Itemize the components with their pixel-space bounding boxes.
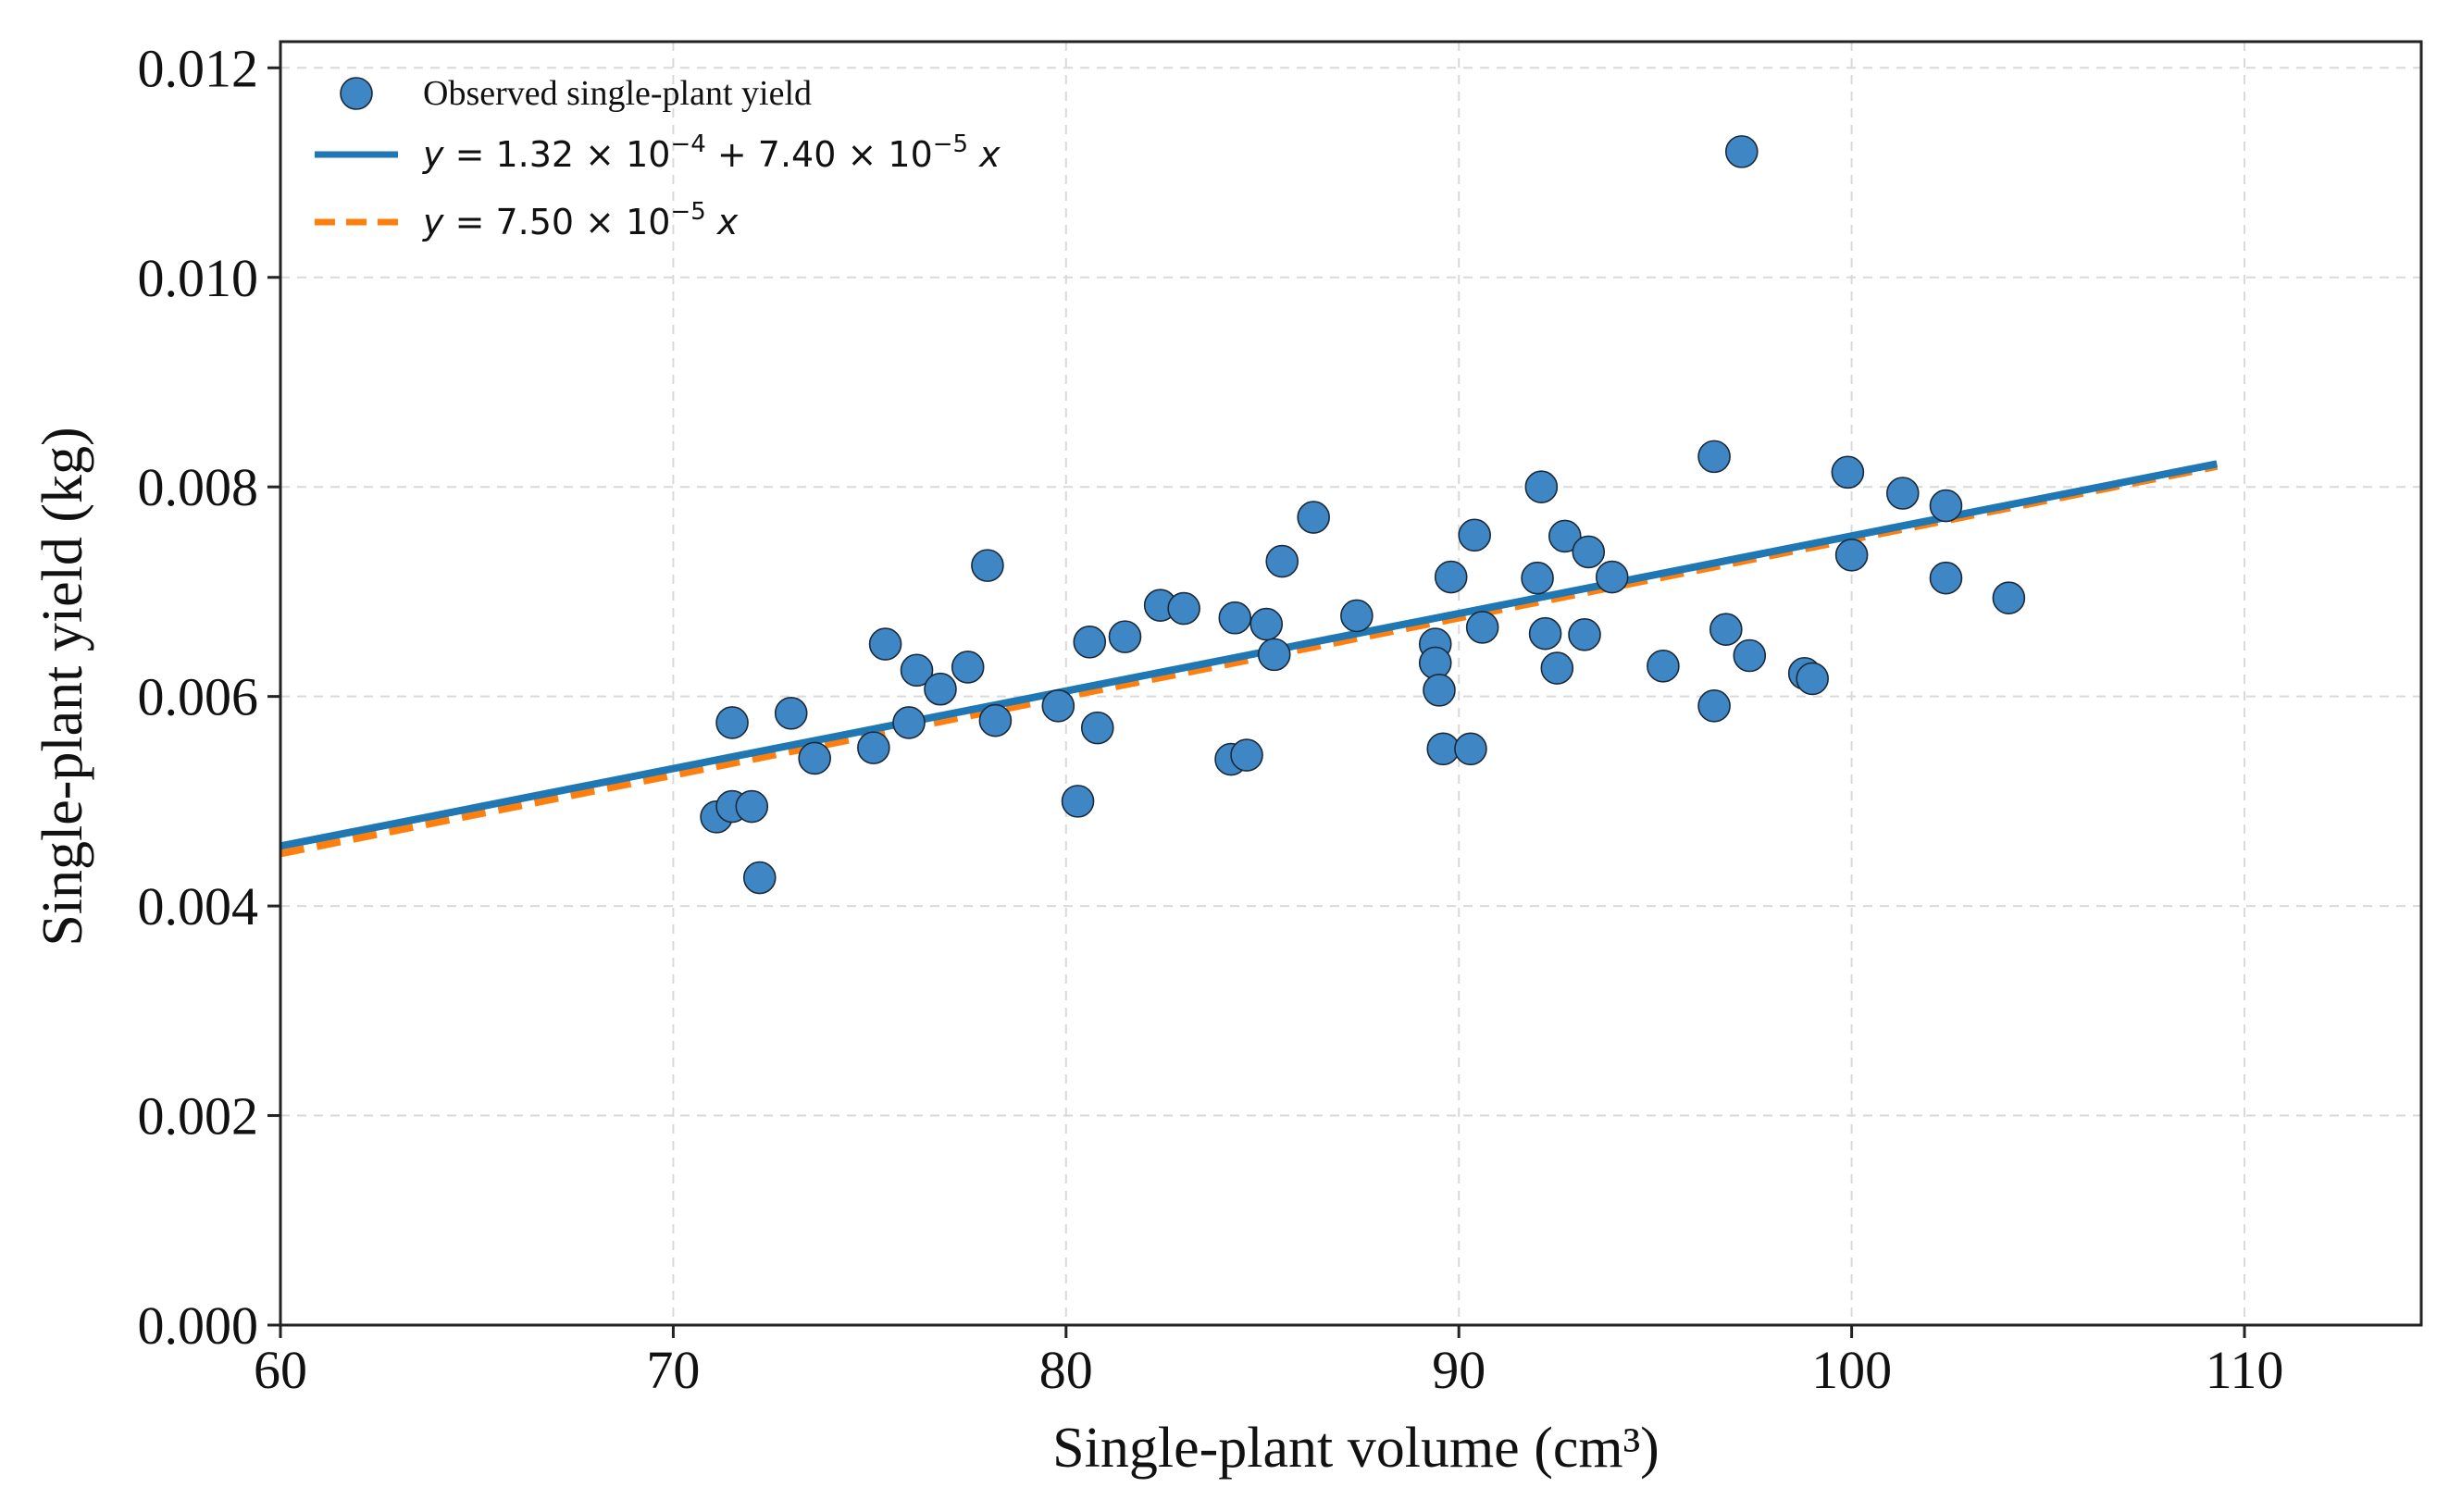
data-point-48 [1697, 689, 1731, 723]
x-axis-title: Single-plant volume (cm³) [1052, 1417, 1660, 1480]
data-point-3 [735, 789, 769, 824]
data-point-47 [1697, 440, 1731, 474]
data-point-9 [892, 706, 926, 739]
data-point-25 [1249, 607, 1284, 641]
y-tick-label-4: 0.008 [138, 457, 259, 517]
data-point-44 [1572, 535, 1606, 569]
data-point-6 [798, 741, 831, 775]
legend-fit-exp-a: −4 [670, 130, 705, 158]
data-point-18 [1080, 711, 1114, 745]
y-tick-label-0: 0.000 [138, 1295, 259, 1356]
legend-marker-observed [340, 77, 373, 110]
data-point-10 [900, 653, 934, 688]
legend-fit-var-x: x [968, 134, 1001, 175]
data-point-43 [1568, 618, 1601, 651]
legend-label-observed: Observed single-plant yield [423, 74, 812, 113]
data-point-40 [1528, 616, 1562, 651]
data-point-7 [857, 731, 890, 764]
y-axis-ticks: 0.000 0.002 0.004 0.006 0.008 0.010 0.012 [138, 38, 280, 1356]
data-point-54 [1831, 455, 1865, 490]
data-point-19 [1108, 620, 1142, 653]
data-point-21 [1167, 591, 1200, 626]
x-tick-label-110: 110 [2206, 1340, 2284, 1400]
data-point-41 [1540, 651, 1574, 685]
fit-lines [280, 460, 2219, 858]
data-point-39 [1524, 470, 1559, 504]
data-point-27 [1265, 544, 1299, 578]
legend-fit-part-a: = 1.32 × 10 [444, 134, 671, 175]
legend-label-fit-line: y = 1.32 × 10−4 + 7.40 × 10−5 x [422, 130, 1001, 175]
data-point-34 [1434, 560, 1468, 594]
x-tick-label-90: 90 [1432, 1340, 1486, 1400]
data-point-46 [1647, 650, 1680, 683]
data-point-37 [1465, 611, 1499, 644]
data-point-11 [924, 672, 957, 706]
data-point-5 [774, 696, 808, 730]
data-point-51 [1733, 638, 1767, 673]
x-axis-ticks: 60 70 80 90 100 110 [254, 1325, 2283, 1400]
data-point-50 [1724, 135, 1759, 168]
legend: Observed single-plant yield y = 1.32 × 1… [315, 74, 1001, 242]
legend-origin-part-a: = 7.50 × 10 [444, 202, 671, 242]
data-point-29 [1340, 599, 1374, 633]
data-point-2 [715, 706, 749, 739]
y-tick-label-5: 0.010 [138, 248, 259, 308]
data-point-16 [1061, 785, 1095, 818]
data-point-33 [1426, 732, 1461, 766]
legend-origin-exp-a: −5 [670, 198, 705, 226]
data-point-17 [1073, 625, 1107, 659]
x-tick-label-80: 80 [1039, 1340, 1093, 1400]
data-point-14 [978, 703, 1013, 737]
legend-origin-var-x: x [706, 202, 739, 242]
data-point-28 [1297, 501, 1330, 534]
data-point-4 [742, 861, 777, 895]
data-point-59 [1992, 581, 2026, 615]
data-point-32 [1423, 674, 1456, 707]
data-point-45 [1595, 560, 1629, 594]
plot-frame [279, 40, 2423, 1327]
data-point-38 [1521, 561, 1554, 595]
legend-fit-part-b: + 7.40 × 10 [706, 134, 933, 175]
data-point-23 [1218, 601, 1252, 635]
data-point-42 [1548, 519, 1582, 553]
legend-label-origin-line: y = 7.50 × 10−5 x [422, 198, 739, 242]
data-point-36 [1458, 518, 1491, 552]
data-points [700, 135, 2026, 895]
data-point-56 [1885, 477, 1920, 510]
data-point-57 [1929, 489, 1963, 523]
data-point-24 [1230, 738, 1263, 772]
data-point-12 [951, 651, 985, 684]
y-axis-title: Single-plant yield (kg) [31, 427, 94, 946]
legend-fit-var-y: y [422, 134, 444, 175]
data-point-53 [1796, 662, 1829, 696]
linear-fit-line [280, 460, 2219, 850]
legend-fit-exp-b: −5 [933, 130, 968, 158]
data-point-35 [1454, 732, 1487, 766]
y-tick-label-1: 0.002 [138, 1086, 259, 1146]
legend-origin-var-y: y [422, 202, 444, 242]
data-point-13 [971, 549, 1004, 582]
data-point-58 [1929, 561, 1963, 595]
x-tick-label-70: 70 [646, 1340, 700, 1400]
y-tick-label-3: 0.006 [138, 667, 259, 727]
y-tick-label-6: 0.012 [138, 38, 259, 98]
x-tick-label-100: 100 [1811, 1340, 1892, 1400]
data-point-49 [1709, 613, 1743, 646]
data-point-8 [868, 627, 902, 661]
data-point-15 [1041, 689, 1075, 723]
data-point-31 [1418, 646, 1452, 680]
data-point-55 [1834, 538, 1869, 572]
data-point-26 [1257, 638, 1291, 672]
y-tick-label-2: 0.004 [138, 876, 259, 936]
x-tick-label-60: 60 [254, 1340, 307, 1400]
